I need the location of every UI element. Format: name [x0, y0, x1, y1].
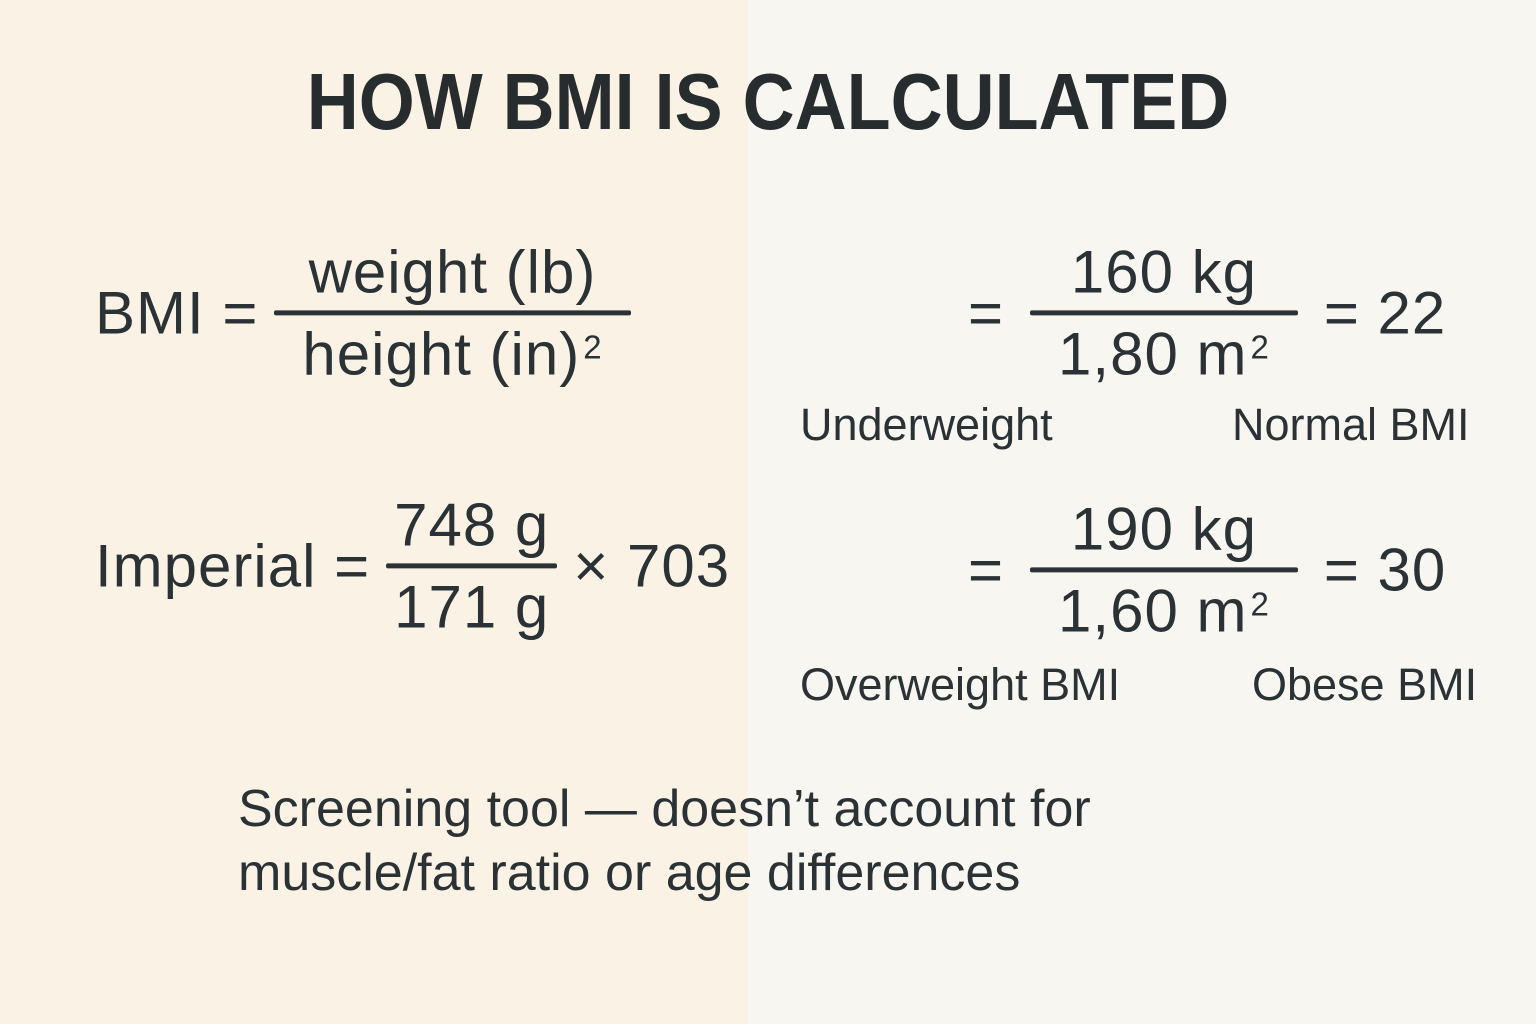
normal-example-numerator: 160 kg — [1070, 238, 1258, 306]
category-label-overweight-bmi: Overweight BMI — [800, 659, 1121, 710]
metric-denominator-base: height (in) — [302, 320, 581, 388]
normal-example-result: = 22 — [1323, 279, 1447, 347]
metric-formula: BMI = weight (lb) height (in)2 — [95, 238, 631, 388]
normal-example-equals: = — [968, 279, 1005, 347]
category-label-underweight: Underweight — [800, 399, 1053, 450]
obese-bmi-example: = 190 kg 1,60 m2 = 30 — [968, 495, 1446, 644]
normal-bmi-example: = 160 kg 1,80 m2 = 22 — [968, 238, 1446, 387]
background-right-panel — [748, 0, 1536, 1024]
normal-example-denominator: 1,80 m2 — [1030, 321, 1298, 388]
imperial-formula-label: Imperial = — [95, 532, 371, 600]
footnote: Screening tool — doesn’t account for mus… — [238, 778, 1091, 906]
fraction-bar — [274, 310, 631, 316]
footnote-line-2: muscle/fat ratio or age differences — [238, 843, 1021, 902]
metric-formula-label: BMI = — [95, 279, 259, 347]
obese-example-equals: = — [968, 536, 1005, 604]
imperial-denominator: 171 g — [394, 573, 550, 641]
obese-example-result: = 30 — [1323, 536, 1447, 604]
obese-example-denominator-exponent: 2 — [1250, 585, 1270, 622]
imperial-numerator: 748 g — [394, 491, 550, 559]
metric-formula-fraction: weight (lb) height (in)2 — [274, 238, 631, 388]
fraction-bar — [1030, 567, 1298, 573]
imperial-formula: Imperial = 748 g 171 g × 703 — [95, 491, 730, 640]
footnote-line-1: Screening tool — doesn’t account for — [238, 780, 1091, 838]
obese-example-fraction: 190 kg 1,60 m2 — [1030, 495, 1298, 645]
imperial-formula-fraction: 748 g 171 g — [386, 491, 558, 641]
normal-example-denominator-base: 1,80 m — [1058, 320, 1248, 388]
fraction-bar — [386, 563, 558, 569]
background-left-panel — [0, 0, 748, 1024]
normal-example-fraction: 160 kg 1,80 m2 — [1030, 238, 1298, 388]
obese-example-denominator-base: 1,60 m — [1058, 577, 1248, 645]
obese-example-numerator: 190 kg — [1070, 495, 1258, 563]
obese-example-denominator: 1,60 m2 — [1030, 578, 1298, 645]
metric-denominator-exponent: 2 — [583, 328, 603, 365]
page-title: HOW BMI IS CALCULATED — [306, 57, 1230, 146]
category-label-obese-bmi: Obese BMI — [1252, 659, 1478, 710]
metric-denominator: height (in)2 — [274, 321, 630, 388]
category-label-normal-bmi: Normal BMI — [1232, 399, 1470, 450]
fraction-bar — [1030, 310, 1298, 316]
metric-numerator: weight (lb) — [308, 238, 597, 306]
imperial-multiplier: × 703 — [573, 532, 731, 600]
normal-example-denominator-exponent: 2 — [1250, 328, 1270, 365]
